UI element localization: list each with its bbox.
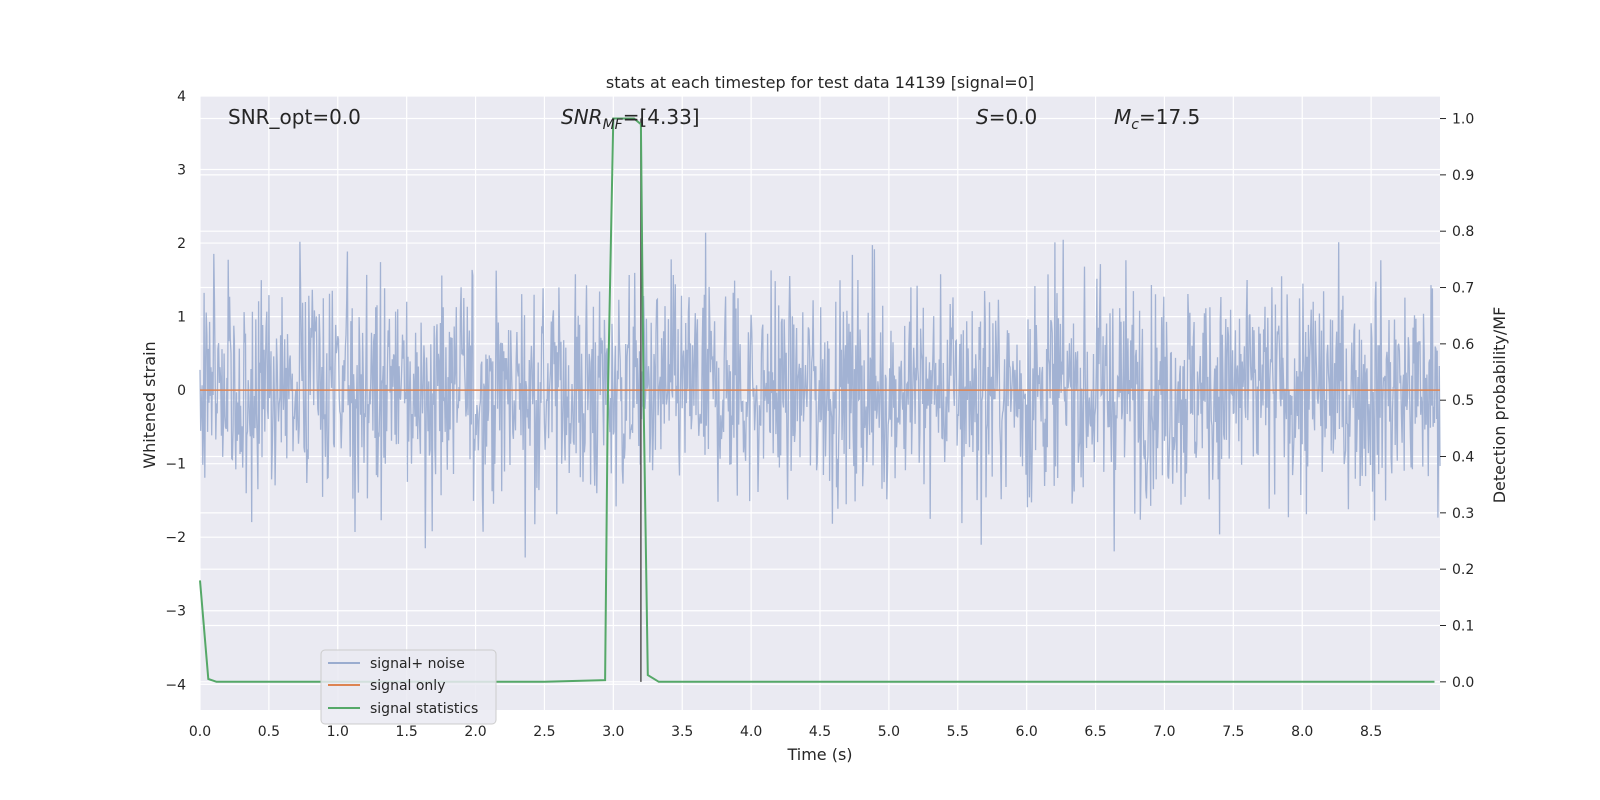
- y-tick-label: 4: [177, 89, 186, 105]
- y2-tick-label: 0.3: [1452, 506, 1474, 522]
- y2-tick-label: 0.1: [1452, 619, 1474, 635]
- y2-tick-label: 0.8: [1452, 224, 1474, 240]
- plot-area: [199, 117, 1441, 683]
- y-tick-label: 2: [177, 236, 186, 252]
- x-tick-label: 0.0: [189, 724, 211, 740]
- annotation-s-value: =0.0: [989, 105, 1038, 129]
- annotation-snr-mf-value: =[4.33]: [623, 105, 700, 129]
- annotation-mc: Mc=17.5: [1114, 105, 1200, 133]
- x-tick-label: 2.0: [464, 724, 486, 740]
- legend: signal+ noise signal only signal statist…: [320, 649, 497, 725]
- y-tick-label: 3: [177, 163, 186, 179]
- x-tick-label: 0.5: [258, 724, 280, 740]
- annotation-mc-main: M: [1114, 105, 1131, 129]
- x-tick-label: 5.0: [878, 724, 900, 740]
- x-axis-label: Time (s): [786, 745, 852, 764]
- y2-tick-label: 0.4: [1452, 450, 1474, 466]
- x-tick-label: 3.5: [671, 724, 693, 740]
- legend-box: [320, 649, 497, 725]
- annotation-snr-mf: SNRMF=[4.33]: [561, 105, 700, 133]
- annotation-snr-mf-sub: MF: [603, 117, 624, 133]
- y2-axis-ticks: 1.0 0.9 0.8 0.7 0.6 0.5 0.4 0.3 0.2 0.1 0.0: [1440, 112, 1474, 691]
- x-tick-label: 8.0: [1291, 724, 1313, 740]
- y-tick-label: −4: [165, 677, 186, 693]
- y2-tick-label: 0.2: [1452, 562, 1474, 578]
- x-tick-label: 5.5: [947, 724, 969, 740]
- annotation-snr-opt: SNR_opt=0.0: [228, 105, 361, 129]
- y-axis-ticks: 4 3 2 1 0 −1 −2 −3 −4: [165, 89, 186, 693]
- signal-noise-series: [199, 232, 1441, 558]
- y-tick-label: 1: [177, 310, 186, 326]
- x-tick-label: 6.0: [1016, 724, 1038, 740]
- annotation-s-main: S: [976, 105, 989, 129]
- legend-label-signal-noise: signal+ noise: [370, 656, 465, 672]
- y2-tick-label: 1.0: [1452, 112, 1474, 128]
- annotation-s: S=0.0: [976, 105, 1037, 129]
- x-tick-label: 1.5: [396, 724, 418, 740]
- y-axis-label: Whitened strain: [140, 341, 159, 468]
- legend-label-signal-only: signal only: [370, 678, 445, 694]
- x-tick-label: 7.5: [1222, 724, 1244, 740]
- y-tick-label: −3: [165, 604, 186, 620]
- chart-title: stats at each timestep for test data 141…: [606, 73, 1034, 92]
- annotation-mc-sub: c: [1131, 117, 1139, 133]
- legend-label-signal-statistics: signal statistics: [370, 701, 478, 717]
- x-tick-label: 4.0: [740, 724, 762, 740]
- x-tick-label: 7.0: [1153, 724, 1175, 740]
- y2-tick-label: 0.6: [1452, 337, 1474, 353]
- y-tick-label: 0: [177, 383, 186, 399]
- x-tick-label: 3.0: [602, 724, 624, 740]
- annotation-snr-mf-main: SNR: [561, 105, 603, 129]
- x-tick-label: 6.5: [1084, 724, 1106, 740]
- y2-tick-label: 0.9: [1452, 168, 1474, 184]
- x-tick-label: 8.5: [1360, 724, 1382, 740]
- signal-noise-path: [199, 232, 1441, 558]
- x-tick-label: 4.5: [809, 724, 831, 740]
- y-tick-label: −1: [165, 457, 186, 473]
- y2-tick-label: 0.0: [1452, 675, 1474, 691]
- x-tick-label: 2.5: [533, 724, 555, 740]
- y2-axis-label: Detection probability/MF: [1490, 307, 1509, 504]
- x-axis-ticks: 0.0 0.5 1.0 1.5 2.0 2.5 3.0 3.5 4.0 4.5 5.0 5.5 6.0 6…: [189, 724, 1382, 740]
- y-tick-label: −2: [165, 530, 186, 546]
- x-tick-label: 1.0: [327, 724, 349, 740]
- annotation-mc-value: =17.5: [1139, 105, 1200, 129]
- y2-tick-label: 0.5: [1452, 393, 1474, 409]
- y2-tick-label: 0.7: [1452, 281, 1474, 297]
